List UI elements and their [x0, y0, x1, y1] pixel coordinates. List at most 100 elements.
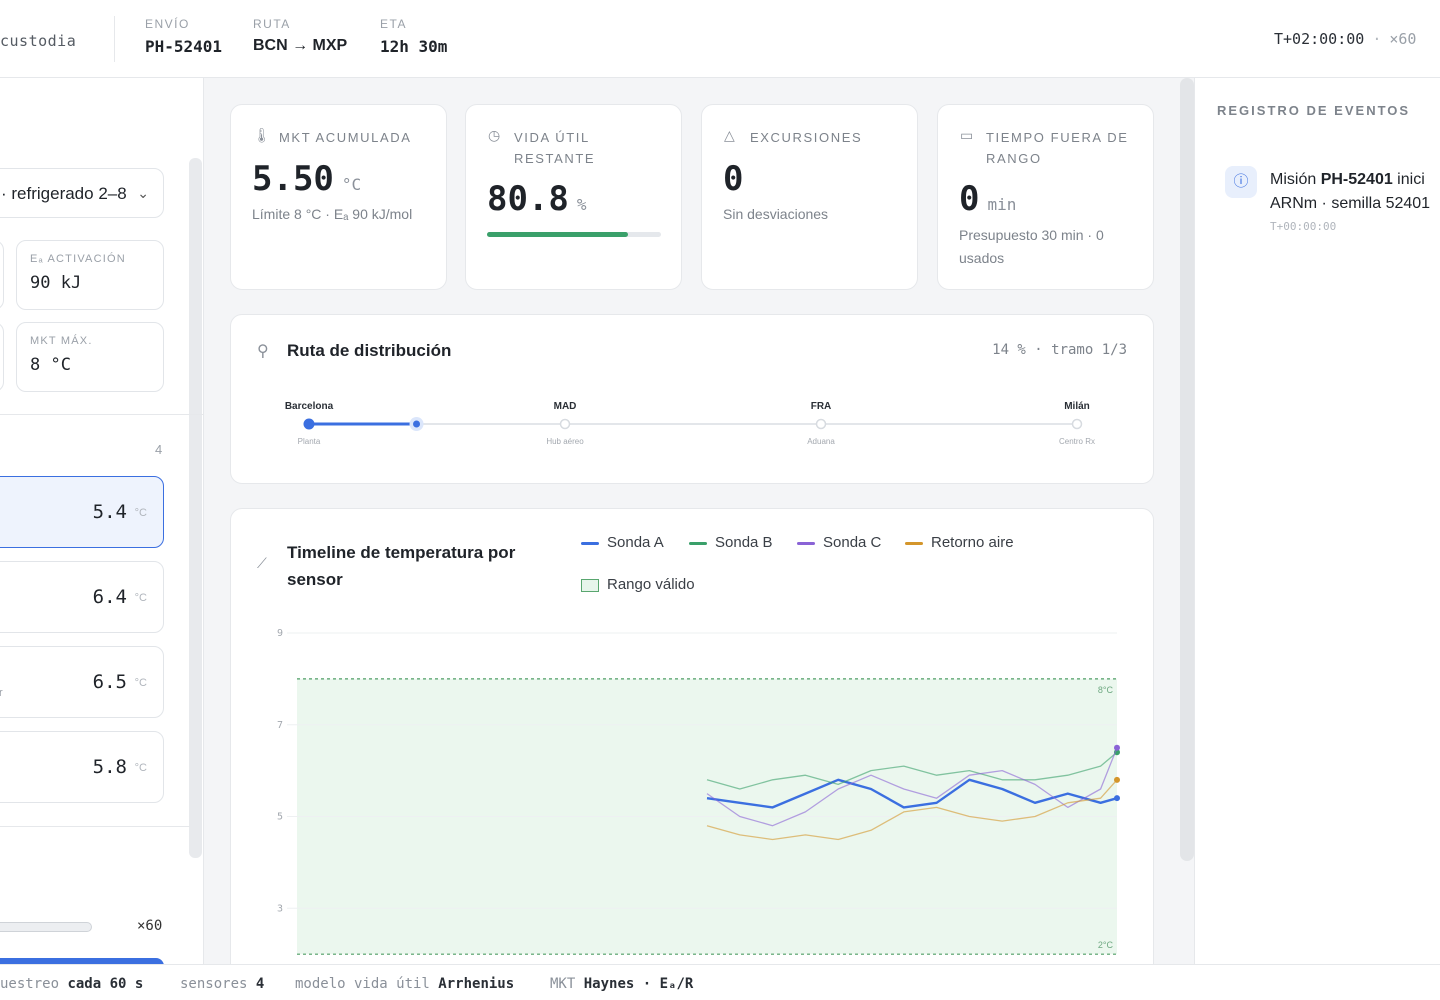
main-scrollbar[interactable] [1180, 78, 1194, 861]
mkt-max-value: 8 °C [30, 355, 71, 375]
main-content: 🌡︎ MKT ACUMULADA 5.50 °C Límite 8 °C · Eₐ… [204, 78, 1194, 964]
activation-energy-label: Eₐ ACTIVACIÓN [30, 253, 126, 265]
route-field: RUTA BCN → MXP [253, 17, 347, 55]
left-scrollbar[interactable] [189, 158, 202, 858]
mkt-value: 5.50 °C [252, 159, 362, 199]
header-divider [114, 16, 115, 62]
param-card-partial [0, 240, 4, 310]
sensor-value: 6.4 [92, 586, 127, 608]
event-time: T+00:00:00 [1270, 220, 1337, 233]
sensor-item[interactable]: 5.8 °C [0, 731, 164, 803]
shipment-field: ENVÍO PH-52401 [145, 17, 222, 56]
y-tick-label: 7 [277, 720, 283, 731]
legend-item-sonda-b[interactable]: Sonda B [689, 534, 773, 551]
shelf-life-bar [487, 232, 661, 237]
mkt-label: MKT ACUMULADA [279, 130, 412, 145]
mkt-subtitle: Límite 8 °C · Eₐ 90 kJ/mol [252, 206, 413, 222]
sim-clock: T+02:00:00 · ×60 [1274, 30, 1417, 48]
left-panel: · refrigerado 2–8 ⌄ Eₐ ACTIVACIÓN 90 kJ … [0, 78, 204, 964]
legend-item-sonda-a[interactable]: Sonda A [581, 534, 664, 551]
stop-tag: Centro Rx [1058, 437, 1096, 446]
y-tick-label: 3 [277, 903, 283, 914]
eta-label: ETA [380, 17, 407, 31]
series-endpoint [1114, 744, 1120, 751]
mkt-max-label: MKT MÁX. [30, 335, 93, 347]
shelf-life-card: ◷ VIDA ÚTIL RESTANTE 80.8% [465, 104, 682, 290]
footer-model: modelo vida útil Arrhenius [295, 976, 515, 992]
clock-icon: ◷ [488, 127, 501, 143]
mkt-card: 🌡︎ MKT ACUMULADA 5.50 °C Límite 8 °C · Eₐ… [230, 104, 447, 290]
out-of-range-subtitle: Presupuesto 30 min · 0 usados [959, 227, 1104, 266]
series-endpoint [1114, 795, 1120, 802]
sensor-value: 5.8 [92, 756, 127, 778]
stop-marker [815, 418, 827, 430]
shelf-life-bar-fill [487, 232, 628, 237]
legend-item-retorno-aire[interactable]: Retorno aire [905, 534, 1014, 551]
series-line-retorno-aire [706, 779, 1118, 841]
info-icon: ⓘ [1225, 166, 1257, 198]
stop-marker [1071, 418, 1083, 430]
temperature-chart-card: ⟋ Timeline de temperatura por sensor Son… [230, 508, 1154, 964]
sensor-unit: °C [134, 507, 147, 519]
series-endpoint [1114, 776, 1120, 783]
out-of-range-label: TIEMPO FUERA DE RANGO [986, 130, 1129, 166]
sensor-unit: °C [134, 677, 147, 689]
clock-speed: ×60 [1389, 30, 1417, 48]
stop-marker [303, 418, 315, 430]
stop-tag: Aduana [807, 437, 835, 446]
out-of-range-value: 0 min [959, 179, 1017, 219]
route-value: BCN → MXP [253, 37, 348, 54]
divider [0, 826, 190, 827]
legend-item-valid-range[interactable]: Rango válido [581, 576, 695, 593]
sensor-count: 4 [155, 442, 163, 457]
activation-energy-card: Eₐ ACTIVACIÓN 90 kJ [16, 240, 164, 310]
chevron-down-icon: ⌄ [137, 185, 149, 201]
route-progress: 14 % · tramo 1/3 [992, 342, 1127, 358]
legend-item-sonda-c[interactable]: Sonda C [797, 534, 881, 551]
map-pin-icon: ⚲ [257, 343, 269, 360]
series-line-sonda-a [706, 778, 1118, 809]
shipment-position-marker [413, 420, 421, 428]
route-title: Ruta de distribución [287, 341, 452, 360]
sensor-item[interactable]: r 6.5 °C [0, 646, 164, 718]
event-log-title: REGISTRO DE EVENTOS [1217, 103, 1411, 118]
lower-bound-label: 2°C [1098, 940, 1114, 950]
sensor-item[interactable]: 5.4 °C [0, 476, 164, 548]
upper-bound-label: 8°C [1098, 685, 1114, 695]
out-of-range-card: ▭ TIEMPO FUERA DE RANGO 0 min Presupuesto… [937, 104, 1154, 290]
sensor-item[interactable]: 6.4 °C [0, 561, 164, 633]
y-tick-label: 5 [277, 812, 283, 823]
divider [0, 414, 203, 415]
sensor-tag: r [0, 687, 3, 699]
y-tick-label: 9 [277, 628, 283, 639]
speed-slider[interactable] [0, 922, 92, 932]
activation-energy-value: 90 kJ [30, 273, 82, 293]
chart-icon: ⟋ [257, 555, 267, 571]
mkt-max-card: MKT MÁX. 8 °C [16, 322, 164, 392]
stop-name: Milán [1064, 401, 1090, 412]
sensor-unit: °C [134, 592, 147, 604]
route-card: ⚲ Ruta de distribución 14 % · tramo 1/3 … [230, 314, 1154, 484]
eta-value: 12h 30m [380, 37, 448, 56]
thermometer-icon: 🌡︎ [253, 127, 271, 143]
footer-sensors: sensores 4 [180, 976, 265, 992]
series-line-sonda-b [706, 751, 1118, 790]
shipment-label: ENVÍO [145, 17, 190, 31]
series-line-sonda-c [706, 747, 1118, 827]
status-footer: uestreo cada 60 s sensores 4 modelo vida… [0, 964, 1440, 1000]
route-track [303, 417, 1083, 431]
param-card-partial [0, 322, 4, 392]
event-log-panel: REGISTRO DE EVENTOS ⓘ Misión PH-52401 in… [1194, 78, 1440, 964]
stop-tag: Planta [297, 437, 321, 446]
primary-action-button[interactable] [0, 958, 164, 964]
excursions-label: EXCURSIONES [750, 130, 863, 145]
profile-select-value: · refrigerado 2–8 [1, 184, 127, 203]
stop-name: Barcelona [284, 401, 334, 412]
profile-select[interactable]: · refrigerado 2–8 ⌄ [0, 168, 164, 218]
calendar-icon: ▭ [960, 127, 974, 143]
shipment-value: PH-52401 [145, 37, 223, 56]
sensor-value: 6.5 [92, 671, 127, 693]
excursions-value: 0 [723, 159, 744, 199]
temperature-chart: 9 7 5 3 8°C 2°C [277, 628, 1120, 955]
route-label: RUTA [253, 17, 291, 31]
